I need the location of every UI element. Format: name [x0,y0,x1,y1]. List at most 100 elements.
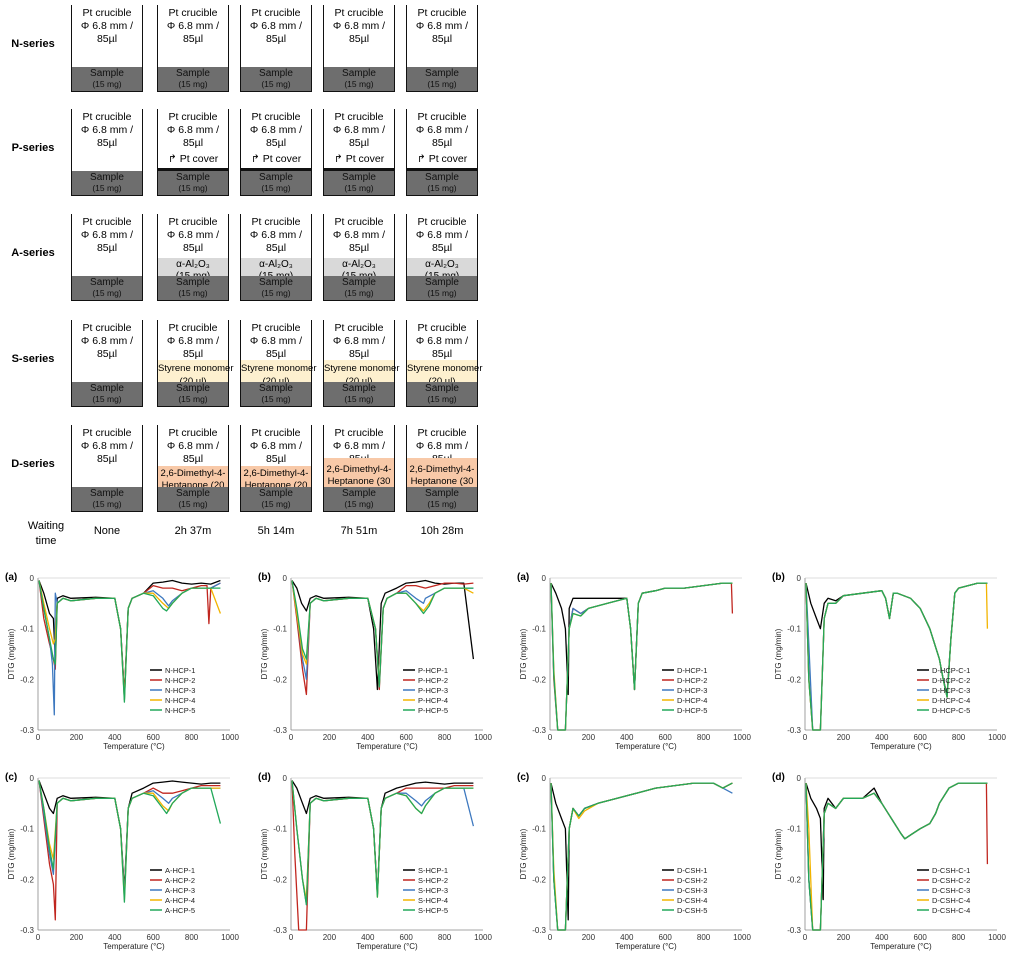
dtg-chart: 0 -0.1 -0.2 -0.3 0 200 400 600 800 1000 Temperatur… [512,770,762,967]
series-line [550,582,733,731]
sample-label: Sample [90,68,124,79]
legend-entry: D-CSH-3 [677,886,707,895]
x-axis-label: Temperature (°C) [615,742,677,751]
waiting-time-value: 7h 51m [340,525,378,537]
additive-name: Styrene monomer [241,363,317,374]
crucible-size: Φ 6.8 mm / 85µl [332,124,386,149]
crucible-cell: Pt crucible Φ 6.8 mm / 85µl ↱ Pt cover Samp… [157,109,229,196]
y-tick-label: 0 [30,574,35,583]
sample-label: Sample [176,68,210,79]
dtg-chart-svg: 0-0.1-0.2-0.30 200 400 600 800 1000Temperatur… [772,772,1006,951]
y-tick-label: -0.1 [787,825,801,834]
series-line [38,580,221,703]
x-tick-label: 200 [837,933,851,942]
sample-layer: Sample (15 mg) [241,171,311,195]
series-line [550,782,733,931]
legend-entry: D-HCP-3 [677,686,707,695]
arrow-icon: ↱ [334,153,346,165]
sample-label: Sample [176,277,210,288]
crucible-size: Φ 6.8 mm / 85µl [332,229,386,254]
y-tick-label: -0.3 [787,926,801,935]
crucible-cell: Pt crucible Φ 6.8 mm / 85µl Sample (15 mg) [71,214,143,301]
sample-mass: (15 mg) [261,499,291,509]
y-tick-label: -0.2 [273,875,287,884]
sample-mass: (15 mg) [92,183,122,193]
y-tick-label: -0.1 [787,625,801,634]
x-axis-label: Temperature (°C) [356,742,418,751]
crucible-size: Φ 6.8 mm / 85µl [249,20,303,45]
sample-label: Sample [425,383,459,394]
sample-label: Sample [342,172,376,183]
legend-entry: P-HCP-2 [418,676,448,685]
x-tick-label: 1000 [733,933,751,942]
legend-entry: N-HCP-4 [165,696,195,705]
sample-layer: Sample (15 mg) [241,276,311,300]
x-tick-label: 0 [36,933,41,942]
sample-layer: Sample (15 mg) [407,487,477,511]
x-tick-label: 400 [875,933,889,942]
legend-entry: N-HCP-3 [165,686,195,695]
sample-mass: (15 mg) [178,394,208,404]
sample-mass: (15 mg) [178,499,208,509]
sample-mass: (15 mg) [261,79,291,89]
x-tick-label: 200 [837,733,851,742]
y-tick-label: 0 [542,574,547,583]
crucible-size: Φ 6.8 mm / 85µl [415,335,469,360]
dtg-chart-svg: 0-0.1-0.2-0.30 200 400 600 800 1000Temperatur… [258,772,492,951]
y-tick-label: -0.2 [20,675,34,684]
y-tick-label: -0.3 [532,726,546,735]
legend-entry: P-HCP-4 [418,696,448,705]
x-tick-label: 1000 [988,733,1006,742]
legend-entry: D-HCP-C-3 [932,686,970,695]
dtg-chart: 0 -0.1 -0.2 -0.3 0 200 400 600 800 1000 Temperatur… [767,570,1017,767]
sample-layer: Sample (15 mg) [158,382,228,406]
legend-entry: S-HCP-5 [418,906,448,915]
pt-cover-plate [158,168,228,171]
x-tick-label: 800 [697,933,711,942]
sample-mass: (15 mg) [178,79,208,89]
sample-mass: (15 mg) [344,288,374,298]
x-tick-label: 400 [361,933,375,942]
crucible-name: Pt crucible [417,7,467,19]
pt-cover-text: Pt cover [428,153,468,165]
sample-layer: Sample (15 mg) [407,276,477,300]
y-tick-label: -0.3 [532,926,546,935]
sample-label: Sample [425,172,459,183]
crucible-name: Pt crucible [168,111,218,123]
series-line [291,780,474,906]
crucible-size: Φ 6.8 mm / 85µl [80,335,134,360]
crucible-cell: Pt crucible Φ 6.8 mm / 85µl Sample (15 mg) [406,5,478,92]
legend-entry: A-HCP-5 [165,906,195,915]
waiting-time-value: None [93,525,121,537]
legend-entry: D-CSH-5 [677,906,707,915]
dtg-chart: 0 -0.1 -0.2 -0.3 0 200 400 600 800 1000 Temperatur… [0,770,250,967]
x-tick-label: 400 [620,733,634,742]
waiting-time-value: 2h 37m [174,525,212,537]
sample-layer: Sample (15 mg) [158,67,228,91]
y-tick-label: -0.2 [273,675,287,684]
crucible-cell: Pt crucible Φ 6.8 mm / 85µl ↱ Pt cover Samp… [406,109,478,196]
pt-cover-plate [241,168,311,171]
series-label: N-series [11,38,55,50]
legend-entry: D-CSH-2 [677,876,707,885]
crucible-size: Φ 6.8 mm / 85µl [166,229,220,254]
additive-name: α-Al₂O₃ [259,259,293,270]
series-line [291,579,475,691]
crucible-cell: Pt crucible Φ 6.8 mm / 85µl Sample (15 mg) [157,5,229,92]
sample-mass: (15 mg) [178,183,208,193]
dtg-chart-svg: 0-0.1-0.2-0.30 200 400 600 800 1000Temperatur… [772,572,1006,751]
sample-layer: Sample (15 mg) [72,171,142,195]
sample-mass: (15 mg) [427,499,457,509]
y-tick-label: -0.1 [273,825,287,834]
x-tick-label: 800 [438,733,452,742]
x-tick-label: 0 [803,933,808,942]
crucible-size: Φ 6.8 mm / 85µl [166,440,220,465]
